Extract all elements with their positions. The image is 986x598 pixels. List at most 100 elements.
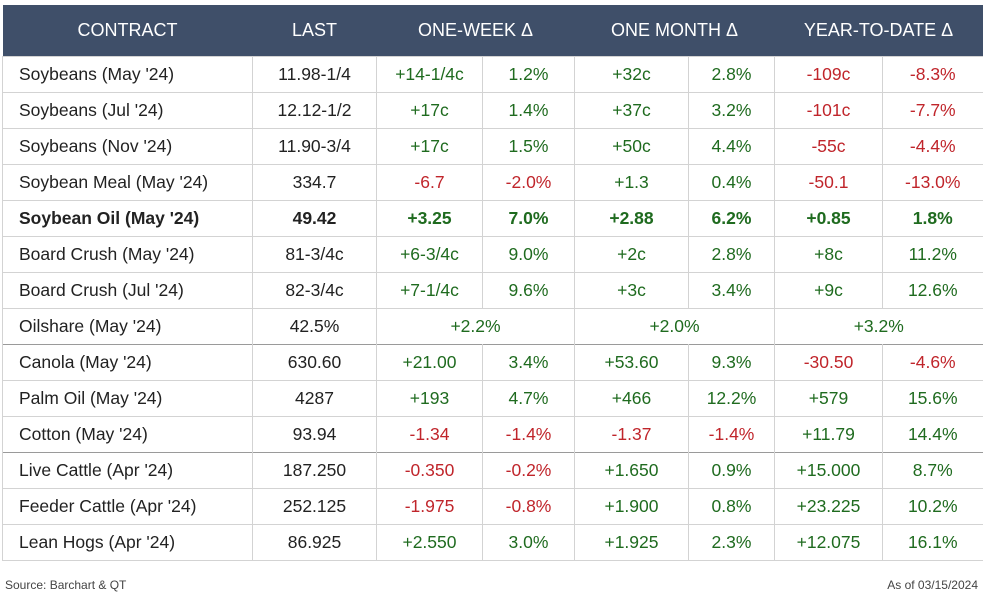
ytd-change-pct: 8.7% xyxy=(882,452,983,489)
week-change-pct: -1.4% xyxy=(482,416,575,453)
last-price: 82-3/4c xyxy=(252,272,377,309)
last-price: 12.12-1/2 xyxy=(252,92,377,129)
week-change-pct: 3.4% xyxy=(482,344,575,381)
last-price: 4287 xyxy=(252,380,377,417)
ytd-change: +11.79 xyxy=(774,416,883,453)
week-change: +3.25 xyxy=(376,200,483,237)
contract-name: Lean Hogs (Apr '24) xyxy=(2,524,253,561)
table-row: Feeder Cattle (Apr '24) 252.125 -1.975 -0.8… xyxy=(2,488,983,525)
month-change: +1.900 xyxy=(574,488,689,525)
ytd-change-pct: 10.2% xyxy=(882,488,983,525)
table-row: Canola (May '24) 630.60 +21.00 3.4% +53.60 9.… xyxy=(2,344,983,381)
week-change-pct: 7.0% xyxy=(482,200,575,237)
last-price: 334.7 xyxy=(252,164,377,201)
month-change-pct: 4.4% xyxy=(688,128,775,165)
contract-name: Soybeans (Nov '24) xyxy=(2,128,253,165)
last-price: 11.98-1/4 xyxy=(252,56,377,93)
table-row: Live Cattle (Apr '24) 187.250 -0.350 -0.2% +… xyxy=(2,452,983,489)
header-contract: CONTRACT xyxy=(2,5,253,57)
contract-name: Board Crush (May '24) xyxy=(2,236,253,273)
week-change-pct: 4.7% xyxy=(482,380,575,417)
last-price: 93.94 xyxy=(252,416,377,453)
month-change-pct: 9.3% xyxy=(688,344,775,381)
week-change-pct: 9.6% xyxy=(482,272,575,309)
futures-change-table: CONTRACT LAST ONE-WEEK Δ ONE MONTH Δ YEA… xyxy=(2,5,983,561)
ytd-change-pct: 12.6% xyxy=(882,272,983,309)
month-change-pct: 0.8% xyxy=(688,488,775,525)
table-row: Soybeans (Nov '24) 11.90-3/4 +17c 1.5% +50c 4… xyxy=(2,128,983,165)
month-change-pct: 2.8% xyxy=(688,56,775,93)
ytd-change: -55c xyxy=(774,128,883,165)
month-change: +2.0% xyxy=(574,308,775,345)
ytd-change-pct: 11.2% xyxy=(882,236,983,273)
month-change: +2c xyxy=(574,236,689,273)
table-row: Lean Hogs (Apr '24) 86.925 +2.550 3.0% +1.92… xyxy=(2,524,983,561)
as-of-date: As of 03/15/2024 xyxy=(887,578,978,592)
header-row: CONTRACT LAST ONE-WEEK Δ ONE MONTH Δ YEA… xyxy=(2,5,983,57)
table-row: Palm Oil (May '24) 4287 +193 4.7% +466 12.2% +… xyxy=(2,380,983,417)
week-change-pct: 1.2% xyxy=(482,56,575,93)
week-change: -1.975 xyxy=(376,488,483,525)
contract-name: Canola (May '24) xyxy=(2,344,253,381)
contract-name: Soybeans (Jul '24) xyxy=(2,92,253,129)
week-change: -6.7 xyxy=(376,164,483,201)
ytd-change: -30.50 xyxy=(774,344,883,381)
week-change: -1.34 xyxy=(376,416,483,453)
ytd-change: -101c xyxy=(774,92,883,129)
ytd-change-pct: -8.3% xyxy=(882,56,983,93)
ytd-change: +8c xyxy=(774,236,883,273)
week-change: +17c xyxy=(376,92,483,129)
ytd-change: +23.225 xyxy=(774,488,883,525)
month-change: +37c xyxy=(574,92,689,129)
month-change-pct: 3.4% xyxy=(688,272,775,309)
last-price: 11.90-3/4 xyxy=(252,128,377,165)
ytd-change: -50.1 xyxy=(774,164,883,201)
ytd-change: -109c xyxy=(774,56,883,93)
month-change-pct: -1.4% xyxy=(688,416,775,453)
contract-name: Soybeans (May '24) xyxy=(2,56,253,93)
week-change: +17c xyxy=(376,128,483,165)
month-change: +2.88 xyxy=(574,200,689,237)
last-price: 86.925 xyxy=(252,524,377,561)
table-row: Soybeans (Jul '24) 12.12-1/2 +17c 1.4% +37c 3… xyxy=(2,92,983,129)
table-row: Soybean Oil (May '24) 49.42 +3.25 7.0% +2.88… xyxy=(2,200,983,237)
ytd-change-pct: 1.8% xyxy=(882,200,983,237)
contract-name: Live Cattle (Apr '24) xyxy=(2,452,253,489)
week-change-pct: -0.2% xyxy=(482,452,575,489)
ytd-change: +9c xyxy=(774,272,883,309)
month-change: +466 xyxy=(574,380,689,417)
month-change-pct: 12.2% xyxy=(688,380,775,417)
ytd-change: +3.2% xyxy=(774,308,983,345)
month-change: +3c xyxy=(574,272,689,309)
table-row: Board Crush (Jul '24) 82-3/4c +7-1/4c 9.6% +… xyxy=(2,272,983,309)
table-row: Soybeans (May '24) 11.98-1/4 +14-1/4c 1.2% +… xyxy=(2,56,983,93)
week-change-pct: -2.0% xyxy=(482,164,575,201)
week-change: -0.350 xyxy=(376,452,483,489)
header-last: LAST xyxy=(252,5,377,57)
contract-name: Soybean Oil (May '24) xyxy=(2,200,253,237)
month-change-pct: 0.4% xyxy=(688,164,775,201)
month-change-pct: 3.2% xyxy=(688,92,775,129)
last-price: 49.42 xyxy=(252,200,377,237)
month-change: +53.60 xyxy=(574,344,689,381)
month-change: +1.925 xyxy=(574,524,689,561)
contract-name: Feeder Cattle (Apr '24) xyxy=(2,488,253,525)
ytd-change-pct: -4.6% xyxy=(882,344,983,381)
ytd-change: +12.075 xyxy=(774,524,883,561)
week-change-pct: 1.4% xyxy=(482,92,575,129)
month-change-pct: 6.2% xyxy=(688,200,775,237)
ytd-change: +579 xyxy=(774,380,883,417)
month-change: -1.37 xyxy=(574,416,689,453)
last-price: 187.250 xyxy=(252,452,377,489)
ytd-change-pct: 14.4% xyxy=(882,416,983,453)
week-change: +193 xyxy=(376,380,483,417)
table-row: Soybean Meal (May '24) 334.7 -6.7 -2.0% +1.3… xyxy=(2,164,983,201)
last-price: 630.60 xyxy=(252,344,377,381)
last-price: 81-3/4c xyxy=(252,236,377,273)
week-change-pct: 1.5% xyxy=(482,128,575,165)
ytd-change-pct: -7.7% xyxy=(882,92,983,129)
week-change: +6-3/4c xyxy=(376,236,483,273)
ytd-change-pct: 16.1% xyxy=(882,524,983,561)
contract-name: Soybean Meal (May '24) xyxy=(2,164,253,201)
